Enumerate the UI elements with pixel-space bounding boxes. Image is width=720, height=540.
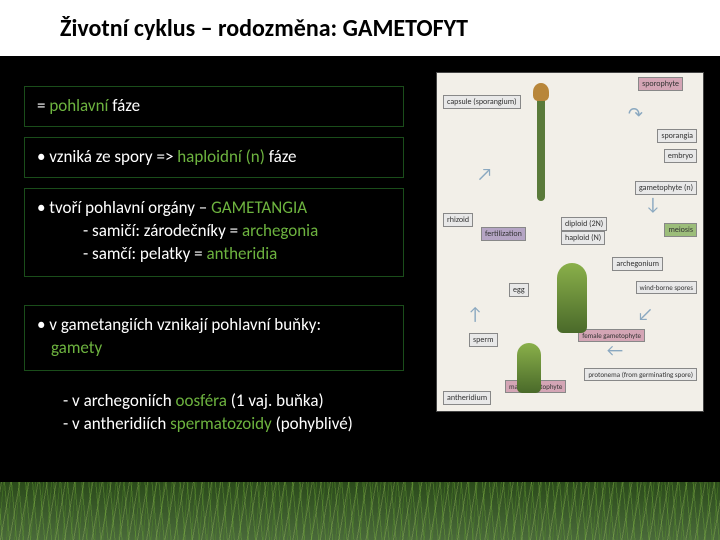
arrow-4: ←: [607, 339, 623, 361]
box5-line1: - v archegoniích oosféra (1 vaj. buňka): [37, 390, 391, 413]
label-haploid: haploid (N): [561, 231, 605, 245]
box-5: - v archegoniích oosféra (1 vaj. buňka) …: [24, 381, 404, 447]
plant-female: [557, 263, 587, 333]
box3-line3: - samčí: pelatky = antheridia: [37, 243, 391, 266]
arrow-5: ↑: [467, 303, 483, 325]
box-1: = pohlavní fáze: [24, 86, 404, 127]
label-meiosis: meiosis: [664, 223, 697, 237]
label-sperm: sperm: [469, 333, 498, 347]
label-rhizoid: rhizoid: [443, 213, 473, 227]
box1-line1: = pohlavní fáze: [37, 95, 391, 118]
plant-capsule: [533, 83, 549, 101]
title-prefix: Životní cyklus – rodozměna:: [60, 14, 343, 43]
arrow-2: ↓: [645, 193, 661, 215]
label-antheridium: antheridium: [443, 391, 491, 405]
label-egg: egg: [509, 283, 529, 297]
arrow-6: ↗: [477, 163, 493, 185]
label-archegonium: archegonium: [612, 257, 663, 271]
grass-footer: [0, 482, 720, 540]
box4-line2: gamety: [37, 337, 391, 360]
box4-line1: • v gametangiích vznikají pohlavní buňky…: [37, 314, 391, 337]
label-fertilization: fertilization: [481, 227, 526, 241]
label-diploid: diploid (2N): [561, 217, 607, 231]
box-3: • tvoří pohlavní orgány – GAMETANGIA - s…: [24, 188, 404, 277]
title-accent: GAMETOFYT: [343, 14, 468, 43]
arrow-1: ↷: [628, 103, 643, 125]
label-sporophyte: sporophyte: [638, 77, 683, 91]
label-protonema: protonema (from germinating spore): [584, 368, 697, 381]
box3-line1: • tvoří pohlavní orgány – GAMETANGIA: [37, 197, 391, 220]
box2-line1: • vzniká ze spory => haploidní (n) fáze: [37, 146, 391, 169]
box3-line2: - samičí: zárodečníky = archegonia: [37, 220, 391, 243]
label-capsule: capsule (sporangium): [443, 95, 521, 109]
plant-male: [517, 343, 541, 393]
box5-line2: - v antheridiích spermatozoidy (pohybliv…: [37, 413, 391, 436]
label-spores: wind-borne spores: [636, 281, 697, 294]
box-2: • vzniká ze spory => haploidní (n) fáze: [24, 137, 404, 178]
lifecycle-diagram: sporophyte capsule (sporangium) sporangi…: [436, 72, 704, 412]
header: Životní cyklus – rodozměna: GAMETOFYT: [0, 0, 720, 58]
plant-sporophyte: [537, 91, 545, 201]
page-title: Životní cyklus – rodozměna: GAMETOFYT: [60, 14, 468, 43]
box-4: • v gametangiích vznikají pohlavní buňky…: [24, 305, 404, 371]
arrow-3: ↙: [637, 303, 653, 325]
label-embryo: embryo: [664, 149, 697, 163]
label-sporangia: sporangia: [657, 129, 697, 143]
